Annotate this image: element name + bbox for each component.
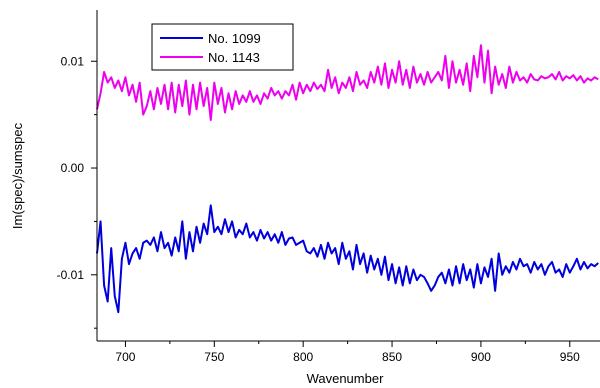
x-axis-title: Wavenumber	[307, 371, 384, 386]
axes-layer	[96, 10, 600, 342]
legend-box	[151, 23, 294, 71]
x-tick-label-0: 700	[115, 350, 135, 364]
x-tick-label-5: 950	[560, 350, 580, 364]
legend-label-1143: No. 1143	[208, 50, 260, 65]
legend: No. 1099 No. 1143	[151, 23, 294, 71]
x-tick-label-2: 800	[293, 350, 313, 364]
series-layer	[96, 44, 599, 314]
y-tick-label-2: 0.01	[61, 54, 85, 68]
y-axis-title: Im(spec)/sumspec	[10, 122, 25, 229]
x-tick-label-1: 750	[204, 350, 224, 364]
y-tick-label-1: 0.00	[61, 161, 85, 175]
series-line-0	[96, 204, 599, 314]
ticks-layer: 700 750 800 850 900 950 -0.01 0.00 0.01	[57, 54, 580, 364]
legend-label-1099: No. 1099	[208, 31, 261, 46]
x-tick-label-3: 850	[382, 350, 402, 364]
y-tick-label-0: -0.01	[57, 268, 85, 282]
series-line-1	[96, 44, 599, 121]
x-tick-label-4: 900	[471, 350, 491, 364]
